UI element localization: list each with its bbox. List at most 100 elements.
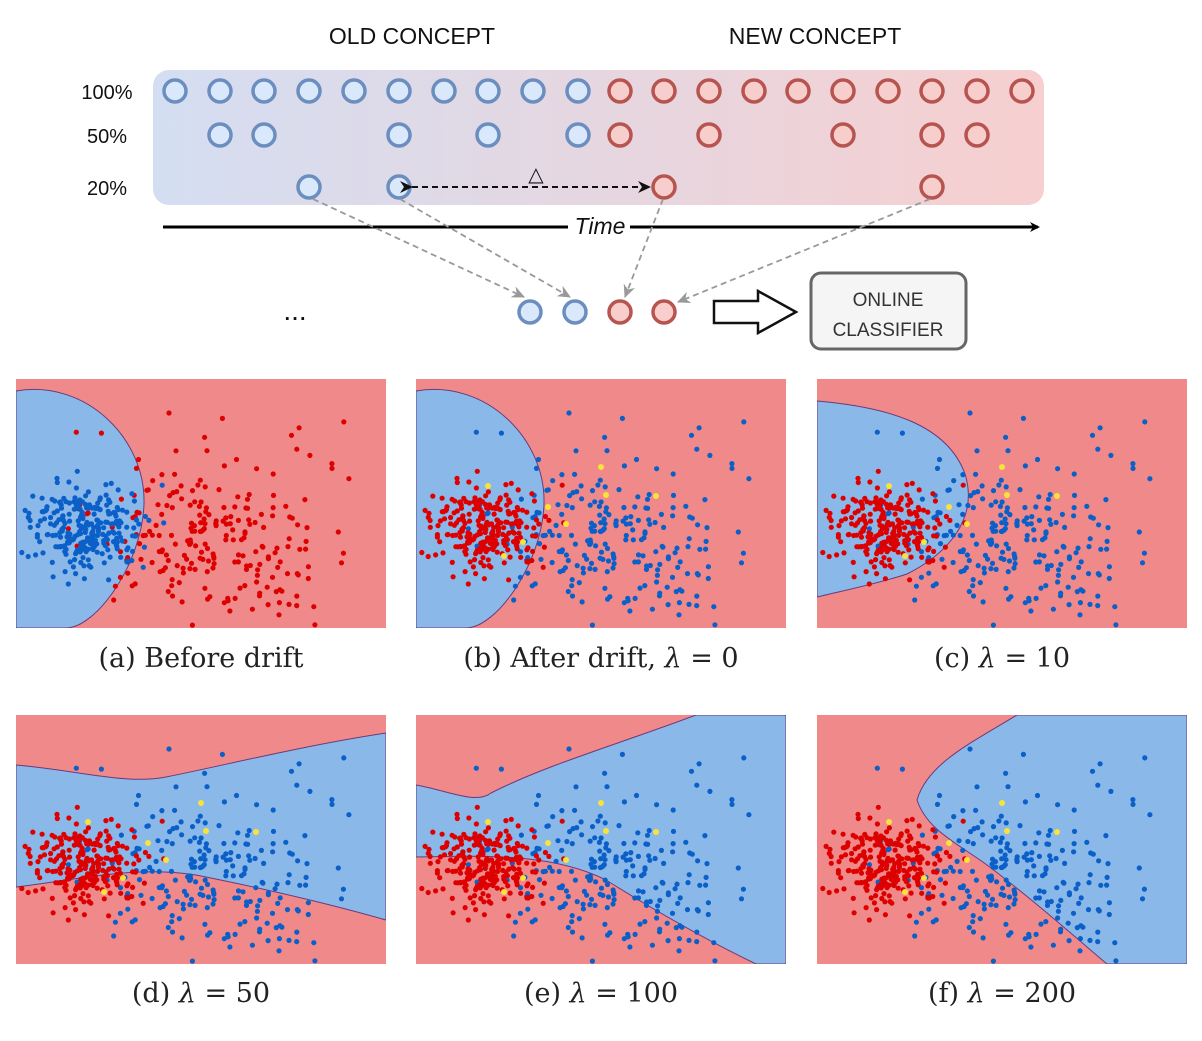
blue-point [1070,574,1077,580]
red-point [50,910,56,916]
blue-point [1071,807,1077,813]
blue-point [603,505,609,511]
blue-point [131,498,137,504]
panel-c [817,379,1187,628]
blue-point [257,897,263,903]
red-point [892,847,898,853]
blue-point [675,900,681,906]
red-point [223,521,229,527]
new-concept-batch [1009,78,1035,104]
red-point [495,517,501,523]
red-point [159,511,165,517]
red-point [524,547,530,553]
red-point [43,844,49,850]
blue-point [703,874,709,880]
blue-point [192,902,198,908]
red-point [467,559,473,565]
blue-point [638,537,645,543]
blue-point [996,482,1002,488]
blue-point [532,917,538,923]
blue-point [245,841,251,847]
blue-point [664,584,670,590]
blue-point [223,868,229,875]
blue-point [240,889,246,895]
blue-point [228,850,234,856]
red-point [485,825,491,831]
red-point [885,505,891,511]
red-point [898,832,904,839]
blue-point [572,807,578,813]
blue-point [78,526,84,532]
blue-point [72,557,78,563]
blue-point [1036,830,1042,836]
blue-point [613,518,619,524]
blue-point [50,532,56,539]
blue-point [1070,910,1077,916]
red-point [472,893,478,899]
red-point [304,525,310,531]
data-batch-circles [162,78,1035,200]
red-point [146,853,152,859]
blue-point [1065,920,1071,926]
blue-point [688,432,695,438]
blue-point [39,495,45,501]
blue-point [294,907,300,913]
blue-point [948,528,954,534]
blue-point [642,865,648,871]
blue-point [265,938,271,944]
online-classifier-box [809,271,968,351]
yellow-point [946,504,952,510]
red-point [149,532,155,538]
blue-point [247,857,253,863]
blue-region [916,715,1187,964]
blue-point [982,888,988,894]
red-point [164,502,170,509]
blue-point [1003,541,1009,547]
blue-point [296,761,302,767]
blue-point [560,567,566,574]
red-point [426,510,432,516]
blue-point [602,857,608,863]
blue-point [113,513,119,519]
blue-point [211,890,217,896]
blue-point [581,552,587,558]
blue-point [1053,519,1059,526]
blue-point [967,410,973,416]
red-point [235,517,241,523]
blue-point [1005,448,1011,454]
blue-point [172,877,178,883]
yellow-point [501,553,507,559]
blue-point [705,900,711,906]
panel-b-caption: (b) After drift, λ = 0 [463,643,739,674]
blue-point [346,812,352,818]
blue-point [1059,511,1065,517]
blue-point [124,559,130,565]
blue-point [607,594,613,600]
red-point [488,900,494,906]
yellow-point [563,521,569,527]
red-point [477,545,483,551]
red-point [502,543,508,549]
blue-point [630,863,636,869]
new-concept-batch [651,78,677,104]
red-point [478,559,484,566]
panel-d-label: (d) [131,978,179,1009]
red-point [338,560,345,566]
blue-point [210,901,216,907]
blue-point [1011,565,1017,571]
blue-point [572,471,578,477]
lambda-symbol: λ [178,978,196,1009]
blue-point [105,508,111,514]
blue-point [94,549,100,555]
red-point [97,843,103,849]
blue-point [694,603,700,609]
blue-point [988,537,994,543]
red-point [490,545,496,551]
blue-point [646,827,652,834]
blue-point [569,919,575,925]
blue-point [661,860,667,866]
blue-point [257,926,263,932]
blue-point [1106,900,1112,906]
red-point [107,835,113,841]
blue-point [610,901,616,907]
